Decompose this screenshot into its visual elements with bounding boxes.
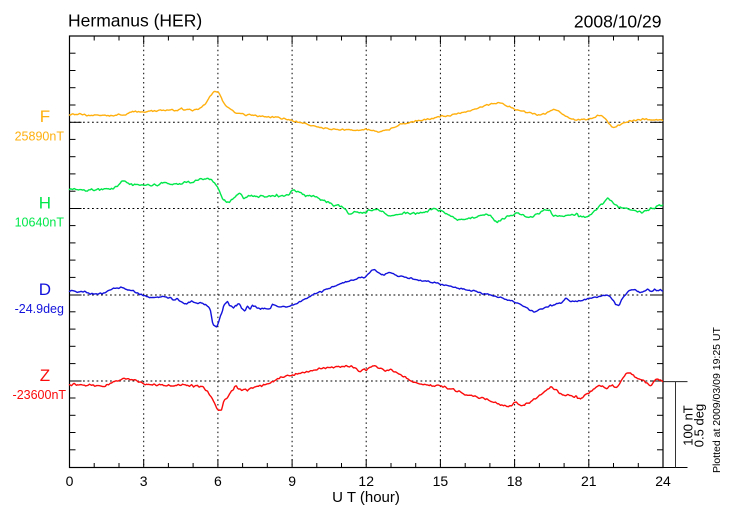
svg-text:6: 6 bbox=[214, 473, 222, 489]
svg-text:24: 24 bbox=[655, 473, 671, 489]
svg-text:10640nT: 10640nT bbox=[15, 216, 65, 230]
svg-text:15: 15 bbox=[433, 473, 449, 489]
svg-text:H: H bbox=[39, 194, 51, 213]
svg-text:3: 3 bbox=[140, 473, 148, 489]
svg-text:0: 0 bbox=[66, 473, 74, 489]
svg-text:-23600nT: -23600nT bbox=[13, 388, 67, 402]
svg-text:F: F bbox=[40, 107, 50, 126]
svg-text:Z: Z bbox=[40, 366, 50, 385]
svg-text:D: D bbox=[39, 280, 51, 299]
svg-text:U T (hour): U T (hour) bbox=[332, 489, 400, 506]
svg-text:9: 9 bbox=[288, 473, 296, 489]
svg-text:18: 18 bbox=[507, 473, 523, 489]
svg-text:100 nT: 100 nT bbox=[680, 405, 695, 446]
svg-text:-24.9deg: -24.9deg bbox=[15, 302, 64, 316]
svg-text:Hermanus (HER): Hermanus (HER) bbox=[68, 10, 202, 30]
svg-text:2008/10/29: 2008/10/29 bbox=[574, 12, 662, 32]
svg-text:25890nT: 25890nT bbox=[15, 129, 65, 143]
svg-text:0.5 deg: 0.5 deg bbox=[692, 404, 707, 447]
svg-text:21: 21 bbox=[581, 473, 597, 489]
svg-text:Plotted at 2009/03/09 19:25 UT: Plotted at 2009/03/09 19:25 UT bbox=[711, 326, 723, 473]
svg-text:12: 12 bbox=[358, 473, 374, 489]
